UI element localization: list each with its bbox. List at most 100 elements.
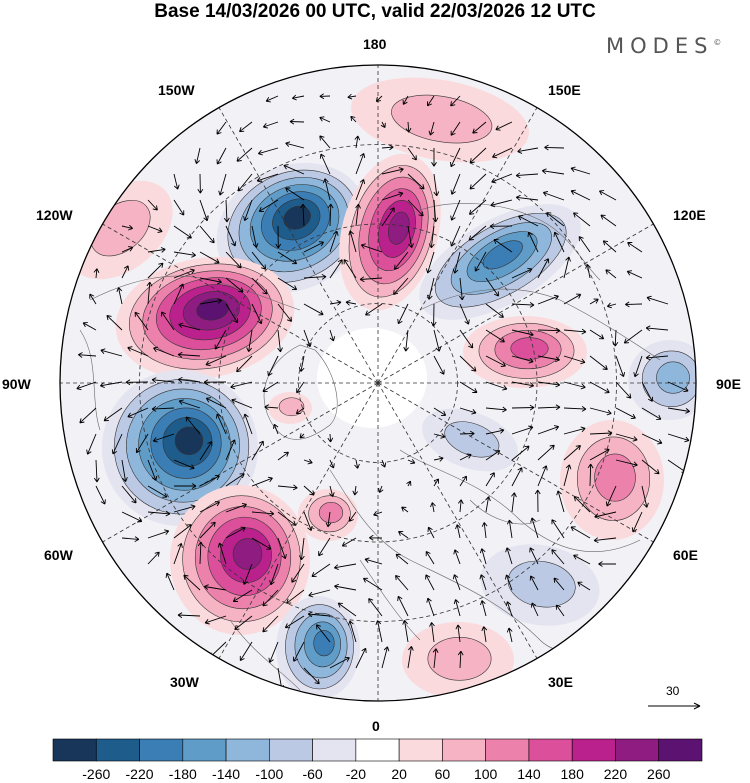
wind-arrow — [492, 147, 513, 159]
wind-arrow — [121, 459, 128, 482]
wind-arrow — [177, 376, 201, 383]
wind-arrow — [667, 381, 689, 393]
wind-arrow — [239, 121, 253, 133]
wind-arrow — [398, 530, 409, 539]
wind-arrow — [645, 325, 669, 332]
positive-anomaly-contour — [594, 453, 636, 502]
wind-arrow — [537, 404, 561, 411]
wind-arrow — [430, 303, 437, 327]
wind-arrow — [121, 246, 134, 253]
lon-label-90w: 90W — [2, 376, 31, 392]
lon-label-120w: 120W — [36, 207, 73, 223]
wind-arrow — [214, 329, 227, 350]
wind-arrow — [600, 214, 617, 227]
wind-arrow — [615, 407, 636, 420]
colorbar-cell — [312, 738, 357, 762]
wind-arrow — [485, 329, 505, 343]
wind-arrow — [135, 433, 149, 454]
wind-arrow — [485, 428, 505, 435]
wind-arrow — [272, 423, 279, 435]
wind-arrow — [298, 537, 305, 561]
wind-arrow — [204, 615, 227, 625]
colorbar-tick-label: -180 — [168, 766, 197, 782]
wind-arrow — [177, 612, 201, 619]
wind-arrow — [205, 397, 227, 409]
chart-title: Base 14/03/2026 00 UTC, valid 22/03/2026… — [154, 1, 596, 22]
meridian-line — [377, 107, 538, 384]
wind-arrow — [199, 441, 213, 461]
wind-arrow — [534, 489, 541, 513]
wind-arrow — [299, 433, 305, 439]
wind-arrow — [563, 381, 586, 390]
wind-arrow — [530, 517, 539, 539]
wind-arrow — [428, 121, 435, 136]
wind-arrow — [397, 303, 409, 325]
wind-arrow — [468, 199, 487, 215]
wind-arrow — [262, 381, 279, 393]
wind-arrow — [283, 164, 305, 175]
wind-arrow — [563, 426, 586, 435]
wind-arrow — [578, 236, 591, 253]
wind-arrow — [319, 116, 331, 123]
wind-arrow — [225, 251, 242, 269]
wind-arrow — [329, 259, 343, 279]
wind-arrow — [459, 355, 477, 372]
wind-arrow — [627, 241, 643, 253]
wind-arrow — [231, 398, 253, 409]
wind-arrow — [646, 295, 669, 305]
wind-arrow — [151, 377, 175, 383]
map-boundary — [59, 64, 697, 702]
wind-arrow — [197, 541, 204, 565]
wind-arrow — [450, 173, 461, 195]
wind-arrow — [251, 277, 268, 295]
wind-arrow — [111, 433, 123, 455]
wind-arrow — [589, 448, 610, 461]
wind-arrow — [199, 501, 220, 513]
wind-arrow — [459, 277, 465, 301]
wind-arrow — [615, 433, 638, 442]
lon-label-150e: 150E — [548, 82, 581, 98]
wind-arrow — [295, 407, 305, 415]
wind-arrow — [469, 147, 487, 164]
wind-arrow — [511, 355, 534, 364]
wind-arrow — [291, 94, 305, 101]
wind-arrow — [479, 548, 487, 565]
wind-arrow — [232, 589, 253, 602]
wind-arrow — [369, 534, 383, 541]
wind-arrow — [86, 433, 97, 455]
wind-arrow — [505, 601, 513, 617]
wind-arrow — [515, 194, 539, 201]
wind-arrow — [426, 597, 435, 617]
wind-arrow — [589, 430, 613, 437]
wind-arrow — [626, 270, 643, 279]
colorbar-cell — [269, 738, 313, 762]
wind-arrow — [165, 572, 175, 591]
wind-arrow — [243, 413, 253, 435]
lon-label-60e: 60E — [673, 547, 698, 563]
wind-arrow — [303, 274, 327, 280]
wind-arrow — [121, 224, 134, 231]
wind-arrow — [495, 121, 513, 131]
wind-arrow — [225, 439, 236, 461]
wind-arrow — [407, 458, 416, 465]
wind-arrow — [95, 485, 106, 505]
wind-arrow — [375, 620, 383, 643]
wind-arrow — [173, 225, 192, 239]
wind-arrow — [194, 147, 201, 165]
wind-arrow — [234, 615, 253, 631]
wind-arrow — [489, 223, 513, 230]
wind-arrow — [429, 622, 435, 643]
wind-arrow — [506, 519, 513, 539]
wind-arrow — [479, 574, 487, 591]
wind-arrow — [537, 465, 548, 487]
wind-arrow — [173, 173, 180, 190]
wind-arrow — [151, 406, 175, 412]
wind-arrow — [459, 329, 474, 349]
wind-arrow — [515, 172, 539, 179]
negative-anomaly-contour — [482, 240, 523, 270]
wind-arrow — [277, 451, 289, 461]
wind-arrow — [285, 141, 305, 149]
wind-arrow — [511, 467, 523, 487]
wind-arrow — [511, 267, 533, 279]
wind-arrow — [277, 329, 283, 353]
